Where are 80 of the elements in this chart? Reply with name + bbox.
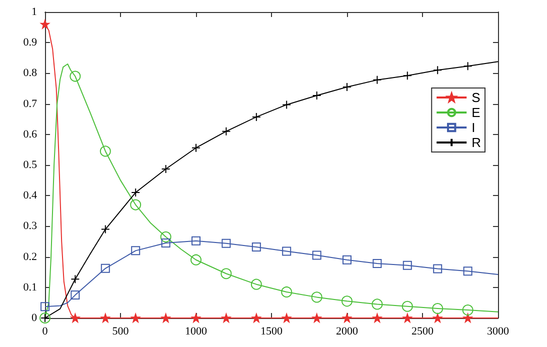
point	[190, 254, 202, 266]
point	[342, 296, 352, 307]
point	[462, 304, 474, 316]
y-tick-label: 0.8	[23, 67, 38, 80]
point	[312, 250, 322, 260]
legend-label: R	[472, 135, 481, 150]
point	[252, 314, 261, 322]
point	[312, 91, 322, 100]
x-tick-label: 1000	[185, 326, 208, 338]
point	[372, 75, 382, 84]
point	[433, 264, 442, 274]
point	[130, 199, 142, 210]
point	[282, 246, 292, 256]
point	[252, 112, 261, 122]
y-tick-label: 0	[32, 312, 38, 324]
point	[70, 70, 81, 82]
point	[463, 314, 472, 322]
point	[252, 242, 261, 252]
point	[100, 224, 110, 234]
point	[131, 246, 140, 256]
point	[282, 314, 292, 322]
point	[282, 100, 292, 110]
point	[433, 314, 442, 322]
point	[222, 126, 231, 136]
y-tick-label: 0.3	[23, 220, 38, 232]
point	[311, 292, 322, 303]
point	[70, 274, 80, 284]
point	[372, 314, 382, 322]
legend-label: I	[472, 120, 476, 135]
point	[222, 238, 231, 248]
point	[131, 188, 140, 198]
point	[281, 286, 292, 298]
point	[192, 143, 200, 152]
point	[312, 314, 322, 322]
legend-label: E	[472, 105, 481, 120]
point	[100, 264, 110, 273]
point	[342, 255, 352, 264]
point	[463, 266, 472, 276]
point	[192, 314, 200, 322]
point	[342, 82, 352, 92]
x-tick-label: 2000	[336, 326, 358, 338]
point	[342, 314, 352, 322]
point	[192, 236, 200, 246]
point	[220, 268, 232, 280]
point	[250, 278, 262, 290]
point	[402, 71, 412, 80]
x-tick-label: 3000	[487, 326, 510, 338]
y-tick-label: 0.4	[23, 190, 38, 202]
y-tick-label: 0.7	[23, 98, 38, 110]
point	[100, 314, 110, 322]
point	[161, 238, 170, 248]
point	[100, 146, 111, 157]
y-tick-label: 0.5	[23, 159, 38, 171]
x-tick-label: 2500	[412, 326, 434, 338]
point	[161, 164, 170, 174]
point	[372, 259, 382, 268]
x-tick-label: 1500	[260, 326, 283, 338]
point	[372, 298, 383, 310]
legend-label: S	[472, 90, 481, 105]
y-tick-label: 0.1	[23, 281, 37, 294]
point	[131, 314, 140, 322]
point	[402, 300, 413, 312]
point	[40, 20, 50, 29]
y-tick-label: 0.9	[23, 36, 38, 49]
point	[40, 302, 50, 312]
x-tick-label: 0	[42, 326, 48, 338]
point	[70, 314, 80, 322]
point	[432, 303, 444, 314]
point	[222, 314, 231, 322]
point	[70, 290, 80, 300]
point	[160, 231, 172, 242]
point	[402, 314, 412, 322]
point	[161, 314, 170, 322]
point	[402, 260, 412, 270]
y-tick-label: 0.2	[23, 250, 37, 263]
y-tick-label: 1	[32, 6, 37, 18]
y-tick-label: 0.6	[23, 128, 38, 140]
x-tick-label: 500	[112, 326, 130, 338]
point	[463, 62, 472, 71]
point	[433, 66, 442, 75]
